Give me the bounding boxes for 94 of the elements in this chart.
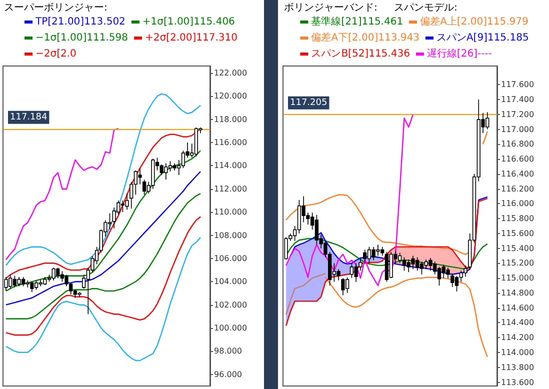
candlestick [142,179,146,196]
ref-line-label: 117.184 [10,112,48,122]
candlestick [17,276,21,287]
y-tick-label: 116.600 [501,154,534,164]
y-tick-label: 116.200 [501,184,534,194]
y-tick-label: 115.400 [501,244,534,253]
candlestick [428,258,432,272]
y-tick-label: 117.000 [501,124,534,134]
candlestick [120,200,125,212]
ref-line-label: 117.205 [290,98,328,108]
candlestick [454,275,459,292]
legend-label: 遅行線[26]---- [426,48,492,60]
candlestick [376,244,380,256]
line-series [285,114,414,286]
candlestick [34,280,38,290]
y-tick-label: 114.000 [214,161,248,170]
candlestick [164,162,168,180]
legend-label: TP[21.00]113.502 [34,16,126,28]
candlestick [363,249,367,264]
line-series [5,192,202,320]
line-series [5,170,202,306]
text: スーパーボリンジャー: [4,2,108,14]
y-tick-label: 104.000 [214,277,248,286]
y-tick-label: 122.000 [214,68,248,78]
line-series [5,236,202,362]
candlestick [437,266,442,286]
legend-label: 基準線[21]115.461 [311,16,404,28]
y-tick-label: 106.000 [214,254,248,263]
y-tick-label: 117.400 [501,94,534,104]
candlestick [56,267,60,279]
y-tick-label: 115.600 [501,228,534,238]
y-tick-label: 118.000 [214,114,248,124]
candlestick [314,214,319,246]
y-tick-label: 115.800 [501,214,534,224]
legend-label: スパンA[9]115.185 [436,32,529,44]
y-tick-label: 114.200 [501,333,534,342]
text: ボリンジャーバンド: [284,2,378,14]
candlestick [168,160,172,172]
line-series [5,93,202,266]
y-tick-label: 114.400 [501,318,534,328]
candlestick [38,278,42,287]
y-tick-label: 102.000 [214,300,248,310]
candlestick [464,265,468,278]
y-tick-label: 96.000 [214,370,242,379]
y-tick-label: 110.000 [214,208,248,217]
legend-label: +2σ[2.00]117.310 [145,32,238,44]
y-tick-label: 98.000 [214,346,242,356]
line-series [285,273,326,316]
candlestick [350,262,354,278]
candlestick [420,261,424,275]
line-series [5,128,119,260]
y-tick-label: 116.400 [501,169,534,178]
candlestick [297,200,302,234]
candlestick [411,255,415,270]
y-tick-label: 117.200 [501,110,534,119]
candlestick [367,246,372,264]
y-tick-label: 113.800 [501,362,534,372]
y-tick-label: 116.000 [501,199,534,208]
candlestick [402,256,406,272]
y-tick-label: 114.000 [501,348,534,358]
y-tick-label: 115.200 [501,258,534,268]
candlestick [30,281,34,292]
candlestick [108,212,112,230]
y-tick-label: 100.000 [214,324,248,333]
candlestick [446,267,450,278]
candlestick [52,267,56,281]
y-tick-label: 114.800 [501,288,534,298]
y-tick-label: 116.800 [501,140,534,149]
y-tick-label: 114.600 [501,303,534,312]
line-series [5,150,202,292]
y-tick-label: 115.000 [501,274,534,283]
legend-label: 偏差A下[2.00]113.943 [311,32,420,44]
y-tick-label: 112.000 [214,184,248,194]
candlestick [341,278,345,296]
candlestick [181,150,186,168]
line-series [5,216,202,336]
legend-label: −2σ[2.0 [36,48,76,60]
candlestick [125,193,129,210]
candlestick [450,273,454,288]
candlestick [138,168,142,185]
text: スパンモデル: [394,2,458,14]
y-tick-label: 113.600 [501,378,534,387]
legend-label: 偏差A上[2.00]115.979 [420,16,528,28]
y-tick-label: 116.000 [214,138,248,148]
legend-label: スパンB[52]115.436 [311,48,410,60]
y-tick-label: 108.000 [214,230,248,240]
candlestick [60,270,64,282]
line-series [285,198,488,326]
candlestick [336,268,340,281]
legend-label: +1σ[1.00]115.406 [142,16,235,28]
candlestick [160,164,164,176]
y-tick-label: 117.600 [501,80,534,90]
legend-label: −1σ[1.00]111.598 [36,32,128,44]
y-tick-label: 120.000 [214,92,248,101]
